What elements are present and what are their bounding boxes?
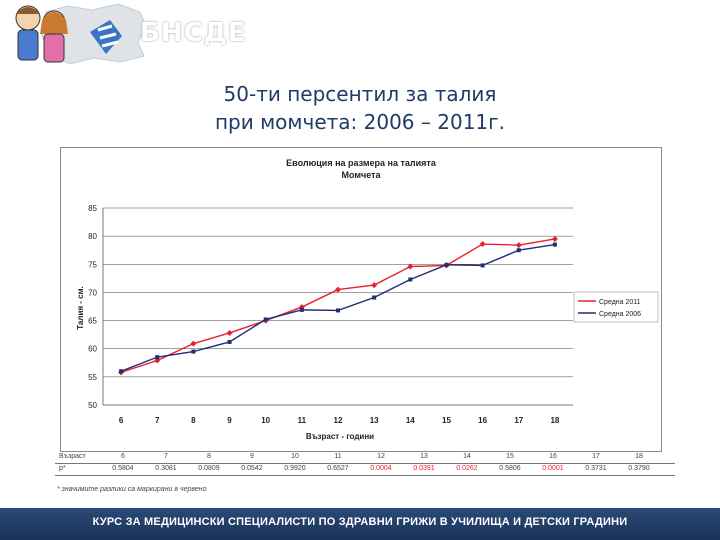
series-layer bbox=[118, 235, 558, 376]
data-point bbox=[299, 307, 304, 312]
data-point bbox=[191, 349, 196, 354]
table-cell: 0.5804 bbox=[112, 465, 134, 472]
x-tick-label: 10 bbox=[261, 416, 270, 425]
y-tick-label: 65 bbox=[88, 317, 97, 326]
legend-label: Средна 2011 bbox=[599, 299, 641, 306]
data-point bbox=[335, 286, 341, 293]
header: БНСДЕ bbox=[0, 0, 720, 72]
table-cell: 0.0001 bbox=[542, 465, 564, 472]
slide-title: 50-ти персентил за талия при момчета: 20… bbox=[0, 80, 720, 136]
y-axis-label: Талия - см. bbox=[76, 286, 85, 330]
series-line bbox=[120, 243, 556, 372]
table-cell: 0.5806 bbox=[499, 465, 521, 472]
table-cell: 10 bbox=[291, 453, 299, 460]
table-cell: 0.0262 bbox=[456, 465, 478, 472]
table-row-age: Възраст 6 7 8 9 10 11 12 13 14 15 16 17 18 bbox=[55, 452, 675, 464]
data-point bbox=[552, 242, 557, 247]
slide-title-line-2: при момчета: 2006 – 2011г. bbox=[214, 110, 506, 134]
x-tick-label: 14 bbox=[406, 416, 415, 425]
table-cell: 15 bbox=[506, 453, 514, 460]
x-tick-label: 6 bbox=[119, 416, 124, 425]
table-cell: 18 bbox=[635, 453, 643, 460]
table-cell: 0.6527 bbox=[327, 465, 349, 472]
x-tick-label: 12 bbox=[334, 416, 343, 425]
y-tick-label: 50 bbox=[88, 401, 97, 410]
data-point bbox=[551, 235, 558, 242]
x-tick-labels: 6 7 8 9 10 11 12 13 14 15 16 17 18 bbox=[119, 416, 560, 425]
x-tick-label: 17 bbox=[514, 416, 523, 425]
grid-lines bbox=[102, 207, 573, 406]
table-cell: 0.0004 bbox=[370, 465, 392, 472]
data-point bbox=[515, 242, 522, 249]
table-row-label: Възраст bbox=[59, 453, 86, 460]
x-tick-label: 18 bbox=[550, 416, 559, 425]
table-cell: 16 bbox=[549, 453, 557, 460]
chart-frame: Еволюция на размера на талията Момчета Т… bbox=[60, 147, 662, 452]
data-point bbox=[371, 282, 378, 289]
x-tick-label: 7 bbox=[155, 416, 160, 425]
data-point bbox=[444, 262, 449, 267]
data-point bbox=[227, 339, 232, 344]
legend: Средна 2011 Средна 2006 bbox=[573, 291, 659, 323]
data-point bbox=[480, 263, 485, 268]
table-cell: 17 bbox=[592, 453, 600, 460]
x-tick-label: 11 bbox=[298, 416, 307, 425]
data-point bbox=[298, 304, 305, 311]
data-point bbox=[479, 241, 486, 248]
table-cell: 0.3731 bbox=[585, 465, 607, 472]
table-cell: 11 bbox=[334, 453, 342, 460]
bulgaria-map-logo bbox=[41, 3, 147, 65]
chart-subtitle: Момчета bbox=[341, 170, 381, 180]
data-point bbox=[516, 248, 521, 253]
brand-name: БНСДЕ bbox=[140, 18, 247, 48]
table-cell: 0.0391 bbox=[413, 465, 435, 472]
children-illustration bbox=[15, 5, 68, 63]
x-tick-label: 15 bbox=[442, 416, 451, 425]
y-tick-labels: 50 55 60 65 70 75 80 85 bbox=[88, 204, 97, 410]
data-point bbox=[372, 295, 377, 300]
data-point bbox=[226, 329, 233, 336]
table-cell: 0.0809 bbox=[198, 465, 220, 472]
waist-line-chart: Еволюция на размера на талията Момчета Т… bbox=[76, 158, 659, 441]
table-cell: 9 bbox=[250, 453, 254, 460]
table-footnote: * значимите разлики са маркирани в черве… bbox=[57, 486, 207, 493]
slide-title-line-1: 50-ти персентил за талия bbox=[223, 82, 497, 106]
table-cell: 8 bbox=[207, 453, 211, 460]
table-cell: 7 bbox=[164, 453, 168, 460]
table-cell: 0.9920 bbox=[284, 465, 306, 472]
table-cell: 14 bbox=[463, 453, 471, 460]
data-point bbox=[408, 277, 413, 282]
table-cell: 0.3790 bbox=[628, 465, 650, 472]
data-point bbox=[155, 355, 160, 360]
legend-box bbox=[573, 291, 659, 323]
table-row-label: p* bbox=[59, 465, 66, 472]
data-point bbox=[119, 369, 124, 374]
table-cell: 13 bbox=[420, 453, 428, 460]
x-tick-label: 16 bbox=[478, 416, 487, 425]
y-tick-label: 75 bbox=[88, 260, 97, 269]
x-tick-label: 9 bbox=[227, 416, 232, 425]
table-cell: 6 bbox=[121, 453, 125, 460]
x-tick-label: 13 bbox=[370, 416, 379, 425]
footer-text: КУРС ЗА МЕДИЦИНСКИ СПЕЦИАЛИСТИ ПО ЗДРАВН… bbox=[92, 516, 628, 528]
data-point bbox=[263, 317, 268, 322]
table-cell: 0.0542 bbox=[241, 465, 263, 472]
y-tick-label: 60 bbox=[88, 345, 97, 354]
footer-band bbox=[0, 508, 720, 540]
data-point bbox=[190, 340, 197, 347]
y-tick-label: 70 bbox=[88, 288, 97, 297]
data-point bbox=[336, 308, 340, 313]
y-tick-label: 55 bbox=[88, 373, 97, 382]
table-row-p-values: p* 0.5804 0.3081 0.0809 0.0542 0.9920 0.6527 0… bbox=[55, 464, 675, 476]
significance-table: Възраст 6 7 8 9 10 11 12 13 14 15 16 17 18 p* 0.5804… bbox=[55, 452, 675, 484]
table-cell: 0.3081 bbox=[155, 465, 177, 472]
x-axis-label: Възраст - години bbox=[306, 432, 374, 441]
chart-title: Еволюция на размера на талията bbox=[286, 158, 437, 168]
table-cell: 12 bbox=[377, 453, 385, 460]
data-point bbox=[407, 263, 414, 270]
x-tick-label: 8 bbox=[191, 416, 196, 425]
y-tick-label: 85 bbox=[88, 204, 97, 213]
legend-label: Средна 2006 bbox=[599, 311, 641, 318]
y-tick-label: 80 bbox=[88, 232, 97, 241]
